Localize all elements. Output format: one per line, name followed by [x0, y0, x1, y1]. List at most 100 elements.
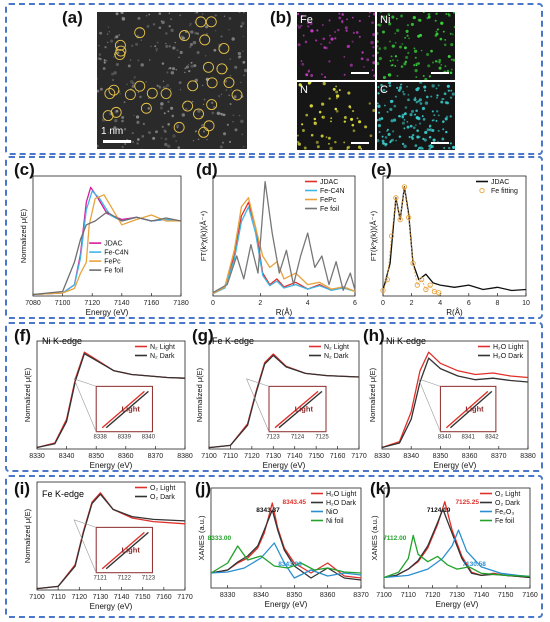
stem-speckle [189, 42, 193, 47]
eds-dot [297, 24, 299, 27]
eds-dot [426, 52, 430, 57]
x-axis-label: R(Å) [276, 308, 293, 317]
eds-dot [343, 73, 346, 76]
eds-dot [322, 37, 326, 41]
y-axis-label: Normalized μ(E) [23, 367, 32, 422]
stem-speckle [99, 31, 103, 35]
eds-dot [297, 134, 299, 137]
eds-map-ni: Ni [377, 12, 455, 80]
eds-dot [434, 19, 437, 22]
stem-speckle [159, 106, 163, 110]
stem-speckle [166, 83, 170, 87]
stem-speckle [240, 81, 242, 84]
eds-dot [351, 40, 354, 43]
eds-dot [446, 84, 450, 88]
edge-label-g: Fe K-edge [212, 336, 255, 346]
eds-dot [442, 128, 445, 131]
eds-dot [309, 22, 313, 26]
stem-speckle [170, 18, 173, 21]
stem-speckle [175, 140, 177, 142]
series-point [418, 276, 425, 283]
stem-speckle [167, 123, 170, 126]
x-tick-label: 10 [522, 300, 530, 307]
eds-dot [403, 144, 407, 148]
stem-speckle [182, 36, 185, 40]
stem-speckle [172, 46, 176, 50]
eds-dot [428, 148, 431, 150]
eds-dot [432, 138, 436, 142]
stem-speckle [194, 130, 197, 133]
stem-speckle [194, 12, 196, 14]
stem-speckle [216, 111, 221, 116]
x-tick-label: 0 [211, 300, 215, 307]
stem-speckle [103, 61, 106, 64]
stem-speckle [123, 101, 126, 103]
stem-speckle [237, 51, 242, 56]
stem-speckle [108, 30, 111, 33]
eds-dot [428, 125, 431, 128]
eds-dot [422, 117, 426, 121]
eds-dot [435, 12, 438, 15]
eds-dot [298, 83, 302, 87]
eds-dot [416, 135, 420, 139]
eds-dot [416, 86, 420, 90]
eds-dot [444, 117, 448, 121]
x-tick-label: 7100 [29, 594, 45, 601]
stem-speckle [240, 25, 243, 28]
x-tick-label: 2 [410, 300, 414, 307]
x-tick-label: 8370 [491, 453, 507, 460]
series-line [32, 211, 182, 296]
legend-label: H₂O Light [493, 344, 523, 351]
eds-dot [325, 46, 328, 50]
eds-dot [371, 69, 374, 71]
stem-speckle [223, 15, 226, 17]
eds-dot [378, 56, 383, 61]
series-line [382, 186, 439, 294]
stem-speckle [142, 122, 146, 126]
panel-label-j: (j) [195, 479, 212, 498]
inset-tick-label: 8342 [485, 435, 499, 441]
eds-dot [445, 101, 449, 105]
eds-dot [307, 82, 311, 85]
chart-h: 8330 8340 8350 8360 8370 8380 Energy (eV) Norma… [368, 340, 536, 470]
eds-dot [358, 19, 361, 23]
eds-dot [417, 62, 420, 65]
eds-dot [377, 104, 381, 108]
frame-row4 [5, 475, 543, 618]
eds-dot [401, 43, 404, 45]
atom-circle-marker [140, 102, 152, 114]
eds-dot [443, 43, 447, 47]
eds-dot [338, 89, 341, 92]
eds-dot [304, 40, 308, 44]
eds-dot [419, 102, 423, 105]
eds-dot [399, 45, 402, 49]
eds-dot [377, 124, 381, 128]
eds-dot [438, 61, 441, 64]
eds-dot [343, 115, 347, 119]
frame-row2 [5, 156, 543, 319]
stem-speckle [148, 97, 150, 100]
eds-dot [448, 146, 451, 150]
eds-dot [434, 60, 438, 63]
stem-speckle [162, 86, 165, 88]
eds-map-c: C [377, 82, 455, 150]
stem-speckle [190, 61, 193, 64]
x-tick-label: 8330 [29, 453, 45, 460]
x-tick-label: 2 [258, 300, 262, 307]
eds-dot [414, 96, 417, 99]
eds-dot [391, 44, 395, 48]
eds-dot [351, 110, 355, 113]
stem-speckle [214, 14, 217, 17]
eds-dot [405, 55, 409, 59]
eds-dot [373, 12, 375, 16]
stem-speckle [140, 148, 142, 149]
eds-dot [341, 19, 344, 23]
x-tick-label: 8340 [253, 592, 269, 599]
eds-dot [347, 44, 351, 48]
eds-dot [378, 131, 381, 134]
eds-dot [377, 92, 380, 95]
eds-dot [435, 32, 439, 36]
legend-label: H₂O Dark [493, 353, 523, 360]
eds-dot [423, 85, 427, 89]
eds-dot [404, 106, 408, 109]
